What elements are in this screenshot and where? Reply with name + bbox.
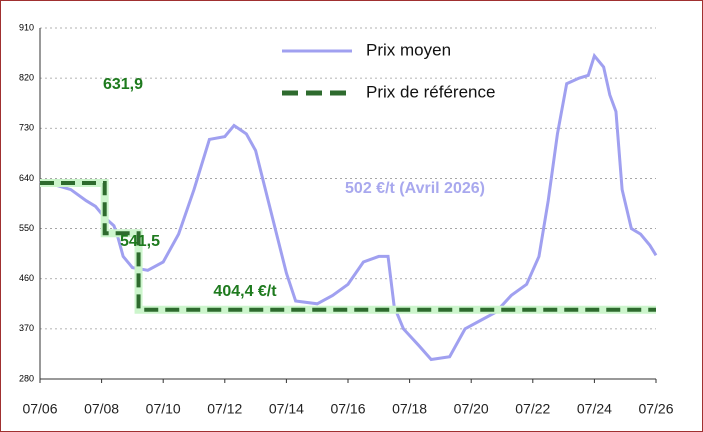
y-tick-label: 640 [19, 173, 34, 183]
y-tick-label: 370 [19, 323, 34, 333]
y-tick-label: 730 [19, 123, 34, 133]
y-tick-label: 460 [19, 273, 34, 283]
line-series [39, 52, 658, 362]
y-tick-label: 550 [19, 223, 34, 233]
x-tick-label: 07/08 [84, 401, 119, 417]
x-tick-label: 07/24 [577, 401, 612, 417]
x-tick-label: 07/16 [330, 401, 365, 417]
data-label: 631,9 [103, 76, 143, 93]
legend-label: Prix moyen [366, 40, 451, 59]
x-tick-label: 07/06 [22, 401, 57, 417]
line-series [40, 180, 656, 312]
y-tick-label: 820 [19, 73, 34, 83]
x-tick-label: 07/14 [269, 401, 304, 417]
y-tick-label: 280 [19, 373, 34, 383]
x-tick-label: 07/12 [207, 401, 242, 417]
legend-label: Prix de référence [366, 82, 495, 101]
x-tick-label: 07/10 [146, 401, 181, 417]
x-tick-label: 07/26 [638, 401, 673, 417]
y-tick-label: 910 [19, 22, 34, 32]
x-tick-label: 07/22 [515, 401, 550, 417]
data-label: 541,5 [120, 233, 160, 250]
data-label: 404,4 €/t [213, 283, 277, 300]
x-tick-label: 07/18 [392, 401, 427, 417]
x-tick-label: 07/20 [454, 401, 489, 417]
annotation: 502 €/t (Avril 2026) [345, 180, 485, 197]
